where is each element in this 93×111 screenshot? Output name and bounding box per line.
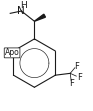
- Text: F: F: [74, 62, 79, 71]
- Text: F: F: [77, 73, 82, 82]
- Text: N: N: [17, 6, 25, 16]
- Polygon shape: [34, 14, 45, 21]
- Text: F: F: [69, 79, 74, 88]
- Text: H: H: [20, 1, 27, 10]
- Text: Apo: Apo: [5, 48, 19, 57]
